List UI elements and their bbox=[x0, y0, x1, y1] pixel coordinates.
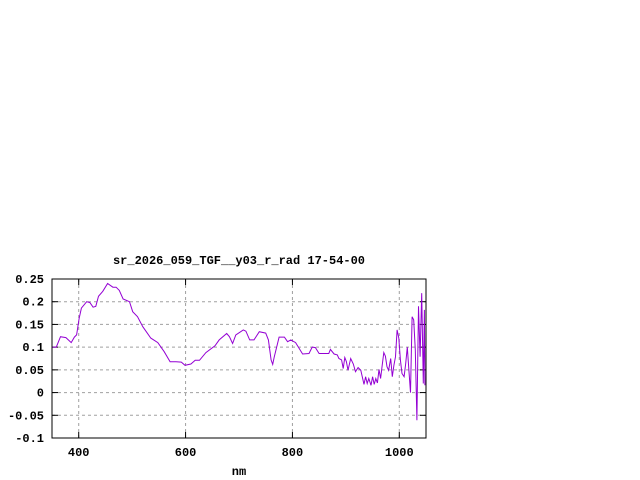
chart-title: sr_2026_059_TGF__y03_r_rad 17-54-00 bbox=[113, 254, 365, 268]
x-tick-label: 400 bbox=[68, 446, 90, 460]
grid bbox=[52, 279, 426, 438]
x-axis-ticks: 400 600 800 1000 bbox=[68, 279, 414, 460]
y-tick-label: 0.1 bbox=[22, 341, 44, 355]
x-tick-label: 800 bbox=[282, 446, 304, 460]
y-tick-label: 0.05 bbox=[15, 364, 44, 378]
x-tick-label: 1000 bbox=[385, 446, 414, 460]
y-axis-ticks: -0.1 -0.05 0 0.05 0.1 0.15 0.2 0.25 bbox=[8, 273, 426, 446]
y-tick-label: 0.15 bbox=[15, 318, 44, 332]
series-layer bbox=[52, 282, 426, 421]
y-tick-label: -0.1 bbox=[15, 432, 44, 446]
y-tick-label: 0.2 bbox=[22, 296, 44, 310]
x-tick-label: 600 bbox=[175, 446, 197, 460]
series-line bbox=[52, 282, 426, 421]
x-axis-label: nm bbox=[232, 465, 246, 479]
y-tick-label: 0 bbox=[37, 387, 44, 401]
y-tick-label: -0.05 bbox=[8, 409, 44, 423]
y-tick-label: 0.25 bbox=[15, 273, 44, 287]
plot-frame bbox=[51, 278, 427, 439]
